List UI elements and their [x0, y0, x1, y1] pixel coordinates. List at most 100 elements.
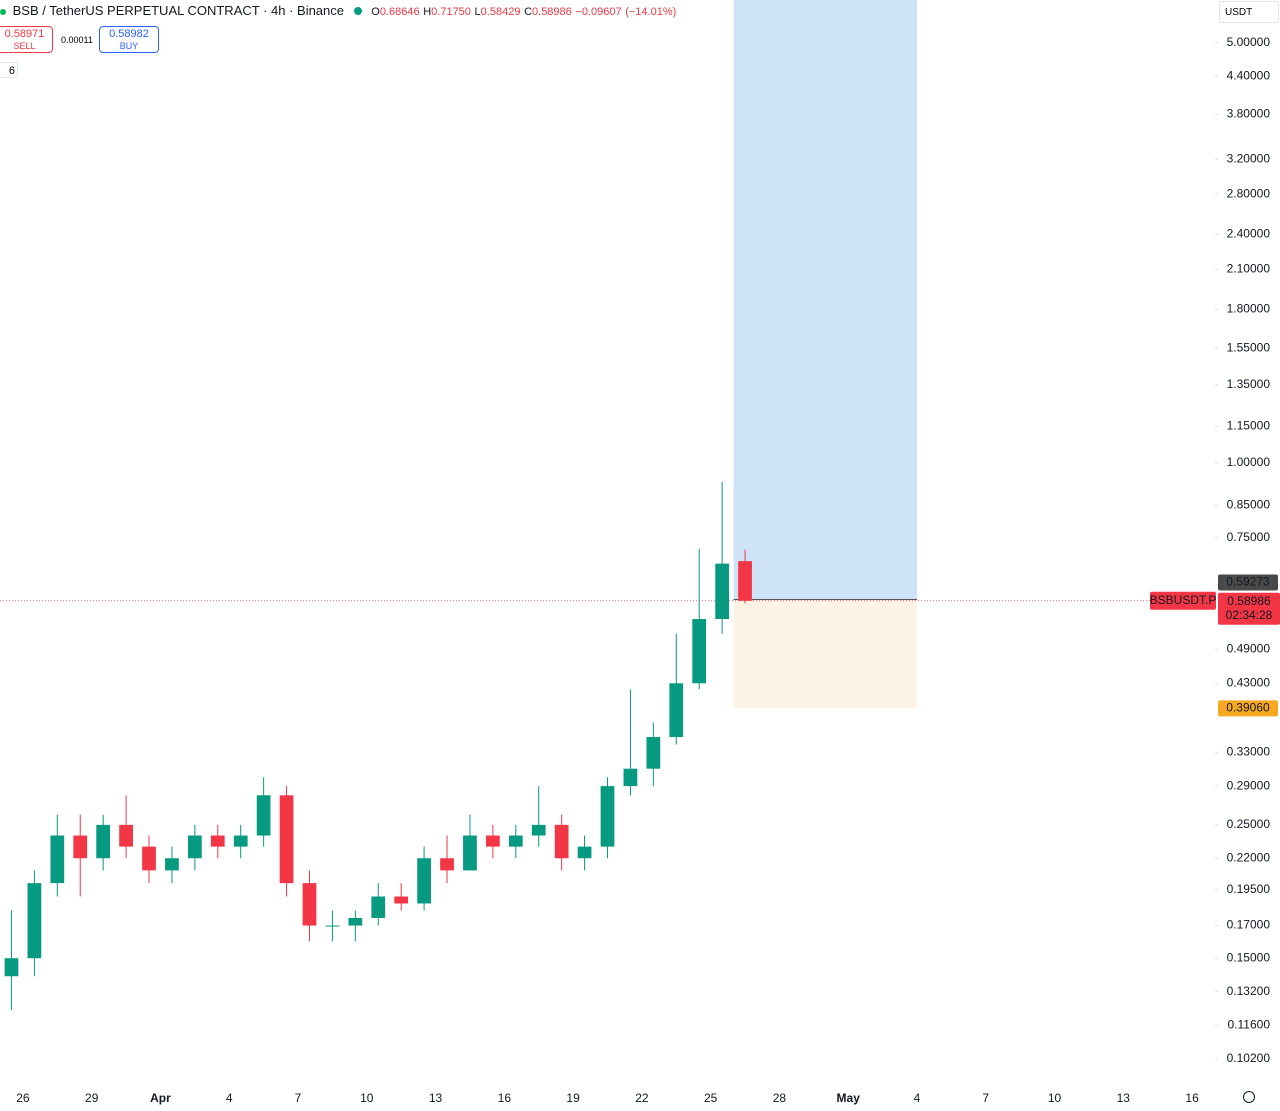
x-tick-label: 16 [498, 1091, 512, 1105]
loss-zone [733, 599, 917, 709]
y-tick-label: 0.85000 [1227, 498, 1271, 512]
profit-zone [733, 0, 917, 600]
x-tick-label: 25 [704, 1091, 718, 1105]
o-label: O [371, 6, 380, 18]
y-tick-label: 2.80000 [1227, 186, 1271, 200]
sell-price: 0.58971 [4, 28, 45, 40]
x-tick-label: 16 [1185, 1091, 1199, 1105]
candle-body [96, 824, 111, 859]
x-tick-label: 19 [566, 1091, 580, 1105]
x-tick-label: 10 [360, 1091, 374, 1105]
legend: BSB / TetherUS PERPETUAL CONTRACT · 4h ·… [0, 3, 676, 18]
candle-body [623, 768, 638, 787]
y-tick-label: 0.33000 [1227, 745, 1271, 759]
candle-body [669, 683, 684, 738]
x-tick-label: 10 [1048, 1091, 1062, 1105]
x-tick-label: 4 [914, 1091, 921, 1105]
candle-body [486, 835, 500, 847]
y-tick-label: 1.00000 [1227, 455, 1271, 469]
candle-body [279, 795, 294, 884]
indicator-toggle[interactable]: 6 [0, 62, 18, 78]
indicator-count: 6 [8, 65, 15, 77]
y-tick-label: 0.19500 [1227, 882, 1271, 896]
stop-price-bg [1218, 700, 1278, 717]
buy-price: 0.58982 [109, 28, 149, 40]
candle-body [463, 835, 477, 871]
c-label: C [524, 6, 533, 18]
symbol-title[interactable]: BSB / TetherUS PERPETUAL CONTRACT · 4h ·… [12, 3, 344, 18]
y-tick-label: 1.80000 [1227, 302, 1271, 316]
candle-body [600, 786, 615, 847]
buy-label: BUY [119, 41, 139, 51]
y-tick-label: 0.49000 [1227, 641, 1271, 655]
y-tick-label: 4.40000 [1227, 68, 1271, 82]
y-tick-label: 0.22000 [1227, 850, 1271, 864]
symbol-tag-bg [1150, 591, 1216, 610]
y-tick-label: 0.75000 [1227, 530, 1271, 544]
x-tick-label: 13 [429, 1091, 443, 1105]
y-tick-label: 3.20000 [1227, 151, 1271, 165]
candle-body [256, 795, 271, 836]
y-tick-label: 1.15000 [1227, 419, 1271, 433]
candle-body [325, 925, 340, 927]
change-pct: (−14.01%) [625, 6, 677, 18]
last-price: 0.58986 [1227, 594, 1271, 608]
candle-body [417, 858, 431, 904]
x-tick-label: 28 [773, 1091, 787, 1105]
candle-body [508, 835, 523, 847]
y-tick-label: 0.25000 [1227, 817, 1271, 831]
candle-body [50, 835, 65, 884]
x-tick-label: 4 [226, 1091, 233, 1105]
buy-button[interactable]: 0.58982 BUY [99, 26, 159, 53]
candle-body [348, 917, 363, 926]
l-label: L [474, 6, 481, 18]
sell-label: SELL [13, 41, 36, 51]
x-tick-label: 26 [16, 1091, 30, 1105]
y-tick-label: 5.00000 [1227, 35, 1271, 49]
candle-body [187, 835, 202, 859]
y-tick-label: 3.80000 [1227, 107, 1271, 121]
x-tick-label: 22 [635, 1091, 649, 1105]
y-tick-label: 2.10000 [1227, 261, 1271, 275]
crosshair-price: 0.59273 [1226, 575, 1270, 589]
h-label: H [423, 6, 432, 18]
change: −0.09607 [575, 6, 622, 18]
low: 0.58429 [480, 6, 521, 18]
sell-button[interactable]: 0.58971 SELL [0, 26, 53, 53]
candle-body [715, 563, 729, 620]
y-tick-label: 0.29000 [1227, 778, 1271, 792]
candle-body [738, 561, 752, 601]
currency: USDT [1225, 7, 1253, 18]
settings-icon[interactable] [1243, 1091, 1255, 1103]
close: 0.58986 [532, 6, 572, 18]
candle-body [440, 858, 454, 871]
candle-body [142, 846, 156, 871]
countdown: 02:34:28 [1226, 608, 1273, 622]
x-tick-label: 7 [982, 1091, 989, 1105]
y-tick-label: 1.35000 [1227, 377, 1271, 391]
last-price-bg [1218, 592, 1280, 625]
candle-body [119, 824, 133, 847]
stop-price: 0.39060 [1226, 701, 1270, 715]
candle-body [554, 824, 569, 859]
x-tick-label: 7 [295, 1091, 302, 1105]
candle-body [210, 835, 225, 847]
symbol-tag: BSBUSDT.P [1150, 593, 1217, 607]
x-tick-label: 29 [85, 1091, 99, 1105]
currency-select[interactable]: USDT [1219, 1, 1279, 23]
y-tick-label: 1.55000 [1227, 341, 1271, 355]
y-tick-label: 0.17000 [1227, 918, 1271, 932]
status-dot [0, 9, 6, 15]
candle-body [646, 737, 661, 769]
x-tick-label: 13 [1117, 1091, 1131, 1105]
market-dot [353, 7, 362, 15]
y-tick-label: 2.40000 [1227, 227, 1271, 241]
y-tick-label: 0.11600 [1228, 1018, 1271, 1032]
candle-body [73, 835, 88, 859]
open: 0.68646 [379, 6, 420, 18]
candle-body [531, 824, 546, 836]
x-tick-label: Apr [150, 1091, 171, 1105]
candle-body [577, 846, 592, 859]
